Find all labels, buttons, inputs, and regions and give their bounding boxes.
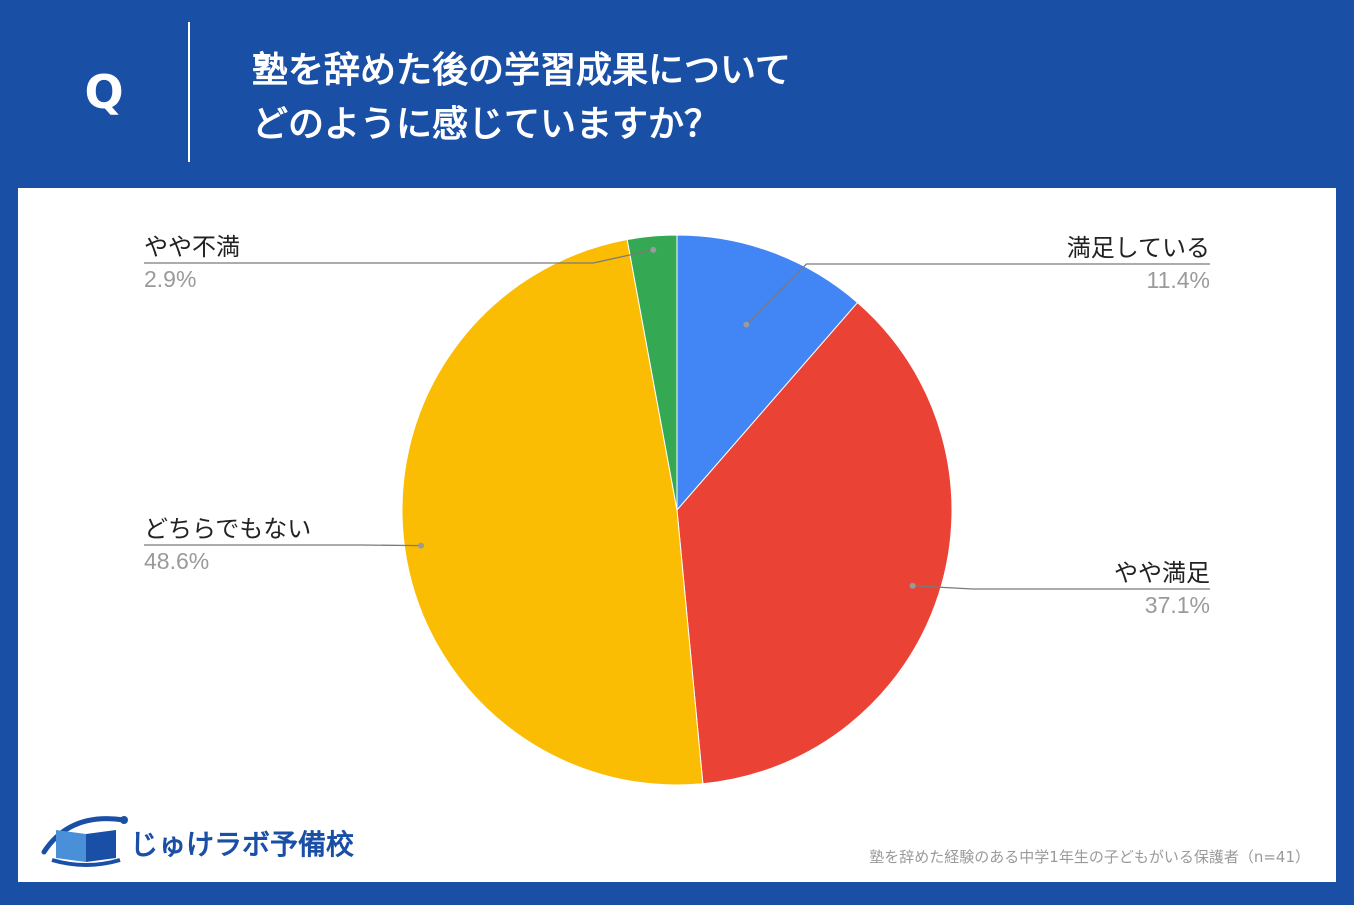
slice-value-label-1: 11.4% <box>1146 267 1210 293</box>
pie-slice-3 <box>401 238 704 786</box>
question-title-line-2: どのように感じていますか？ <box>252 104 721 145</box>
leader-line-2 <box>912 585 1210 590</box>
question-header: Q 塾を辞めた後の学習成果について どのように感じていますか？ <box>0 0 1354 188</box>
question-title-line-1: 塾を辞めた後の学習成果について <box>252 50 791 91</box>
slice-label-1: 満足している <box>1067 234 1210 262</box>
leader-line-3 <box>144 544 421 547</box>
header-divider <box>188 22 190 162</box>
leader-line-4 <box>144 249 654 264</box>
leader-dot-3 <box>417 542 424 549</box>
question-marker: Q <box>84 65 124 119</box>
pie-slice-2 <box>676 301 953 785</box>
leader-line-1 <box>745 263 1210 326</box>
slice-label-2: やや満足 <box>1114 559 1210 587</box>
leader-dot-4 <box>650 246 657 253</box>
pie-slice-4 <box>626 234 678 511</box>
pie-slice-1 <box>676 234 859 512</box>
leader-dot-1 <box>743 321 750 328</box>
slice-value-label-4: 2.9% <box>144 266 196 292</box>
logo-text: じゅけラボ予備校 <box>130 828 355 861</box>
sample-footnote: 塾を辞めた経験のある中学1年生の子どもがいる保護者（n=41） <box>869 848 1310 866</box>
slice-label-4: やや不満 <box>144 233 240 261</box>
slice-value-label-2: 37.1% <box>1145 592 1210 618</box>
question-title: 塾を辞めた後の学習成果について どのように感じていますか？ <box>252 44 1312 152</box>
book-logo-icon <box>41 816 128 867</box>
slice-label-3: どちらでもない <box>144 515 311 543</box>
leader-dot-2 <box>909 582 916 589</box>
slice-value-label-3: 48.6% <box>144 548 209 574</box>
